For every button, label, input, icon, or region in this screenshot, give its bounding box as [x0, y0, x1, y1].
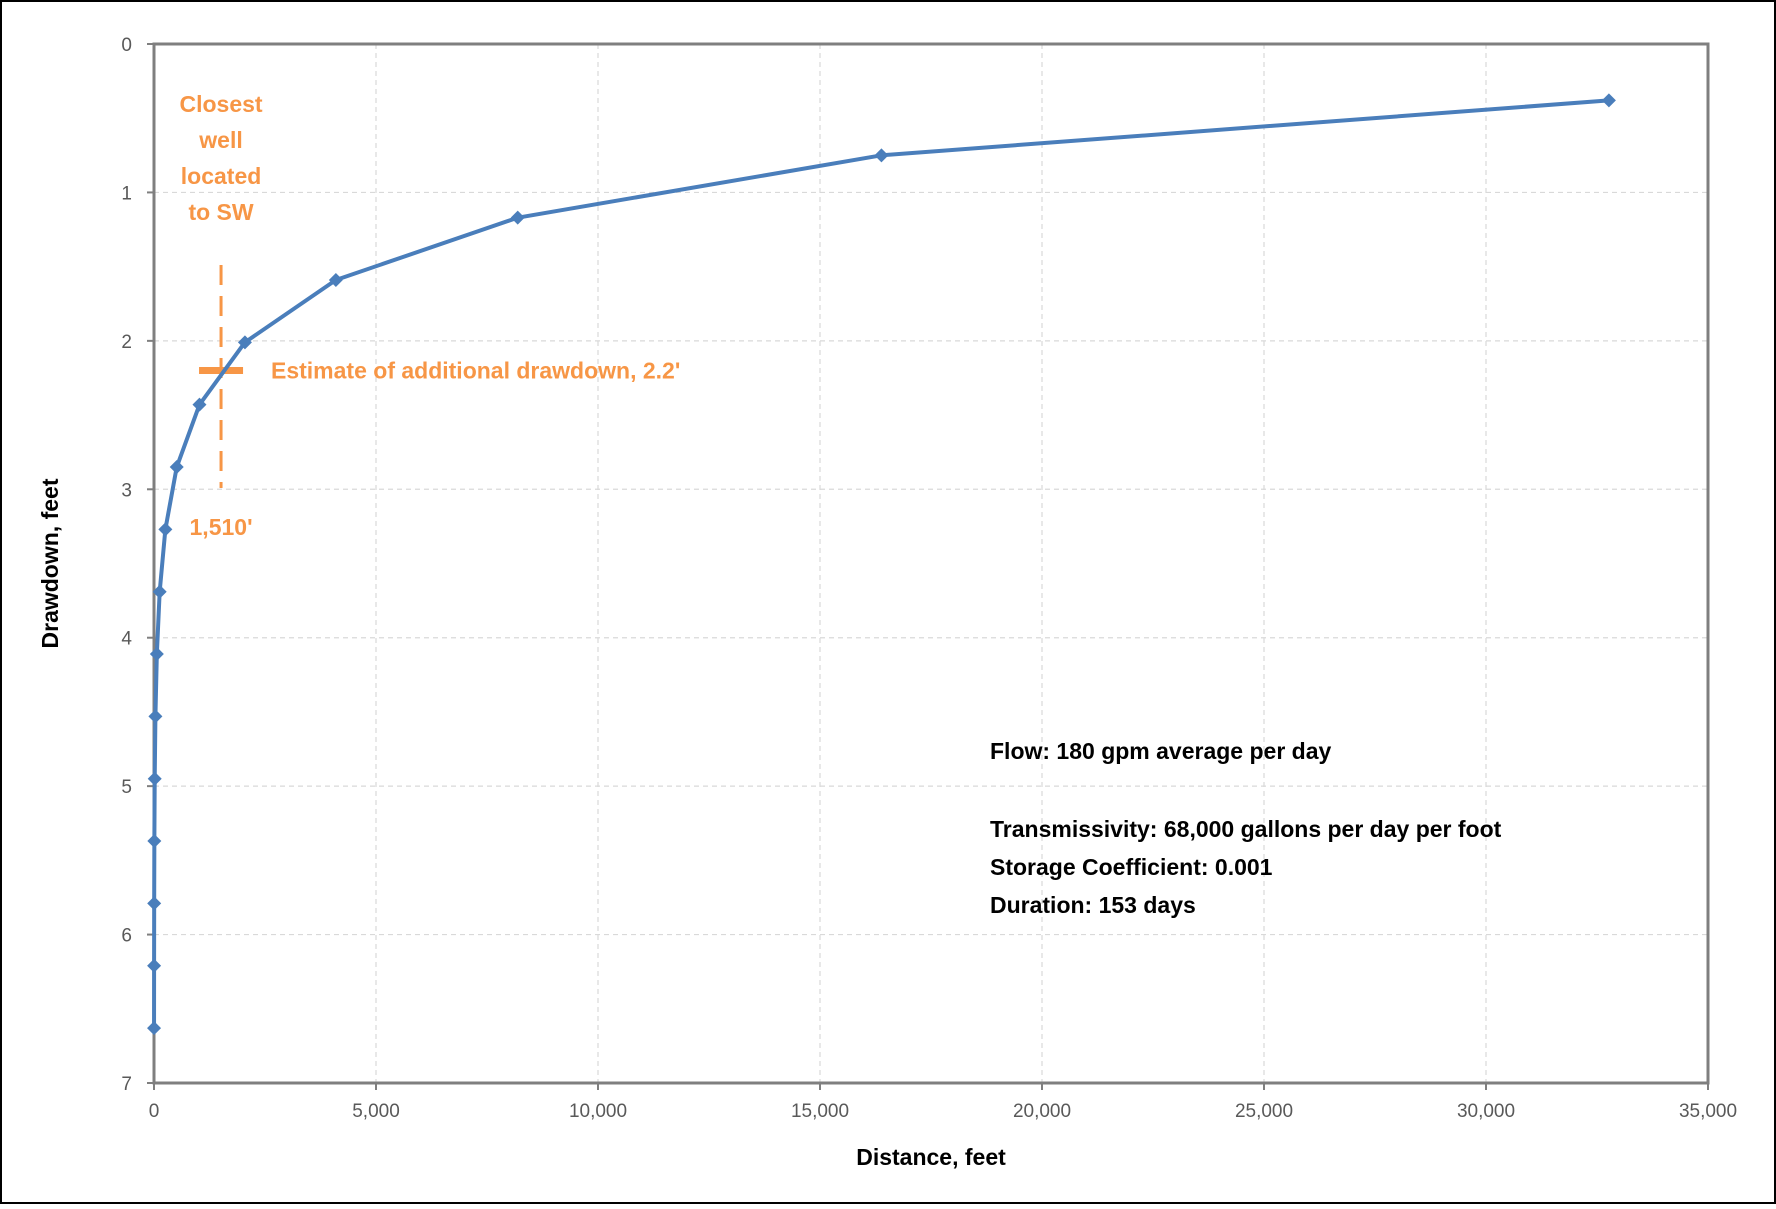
annotations: Closest well located to SW 1,510' Estimate of… — [179, 91, 680, 540]
well-label-line: well — [198, 127, 242, 153]
data-point — [147, 771, 162, 786]
data-point — [147, 1021, 162, 1036]
well-label-line: located — [181, 163, 262, 189]
data-point — [148, 709, 163, 724]
data-point — [192, 397, 207, 412]
data-point — [147, 896, 162, 911]
data-point — [1601, 93, 1616, 108]
y-tick-label: 4 — [121, 629, 132, 650]
data-point — [158, 522, 173, 537]
data-point — [510, 210, 525, 225]
data-point — [874, 148, 889, 163]
well-label-line: Closest — [179, 91, 262, 117]
series-line — [152, 98, 1610, 1029]
y-tick-label: 1 — [121, 183, 132, 204]
x-tick-label: 5,000 — [352, 1101, 400, 1122]
y-axis-title: Drawdown, feet — [37, 478, 63, 648]
data-point — [169, 460, 184, 475]
parameters-box: Flow: 180 gpm average per day Transmissiv… — [990, 738, 1502, 918]
info-line: Storage Coefficient: 0.001 — [990, 854, 1273, 880]
info-line: Duration: 153 days — [990, 892, 1196, 918]
data-point — [237, 335, 252, 350]
x-tick-label: 30,000 — [1457, 1101, 1515, 1122]
data-point — [147, 958, 162, 973]
plot-area-border — [152, 42, 1710, 1085]
info-line: Flow: 180 gpm average per day — [990, 738, 1332, 764]
info-line: Transmissivity: 68,000 gallons per day p… — [990, 816, 1502, 842]
data-point — [147, 834, 162, 849]
data-point — [149, 647, 164, 662]
x-tick-label: 0 — [149, 1101, 160, 1122]
x-tick-label: 15,000 — [791, 1101, 849, 1122]
y-tick-label: 0 — [121, 35, 132, 56]
y-tick-label: 5 — [121, 777, 132, 798]
well-label-line: to SW — [188, 199, 253, 225]
gridlines — [154, 44, 1708, 1083]
well-distance-label: 1,510' — [190, 514, 253, 540]
y-tick-label: 3 — [121, 480, 132, 501]
x-tick-label: 20,000 — [1013, 1101, 1071, 1122]
x-tick-label: 25,000 — [1235, 1101, 1293, 1122]
x-axis-title: Distance, feet — [856, 1144, 1006, 1170]
axis-ticks: 0 5,000 10,000 15,000 20,000 25,000 30,000 35,0… — [121, 35, 1737, 1122]
y-tick-label: 2 — [121, 332, 132, 353]
data-point — [328, 273, 343, 288]
series-drawdown — [147, 93, 1616, 1036]
data-point — [152, 584, 167, 599]
x-tick-label: 10,000 — [569, 1101, 627, 1122]
y-tick-label: 7 — [121, 1074, 132, 1095]
y-tick-label: 6 — [121, 926, 132, 947]
estimate-label: Estimate of additional drawdown, 2.2' — [271, 358, 680, 384]
x-tick-label: 35,000 — [1679, 1101, 1737, 1122]
